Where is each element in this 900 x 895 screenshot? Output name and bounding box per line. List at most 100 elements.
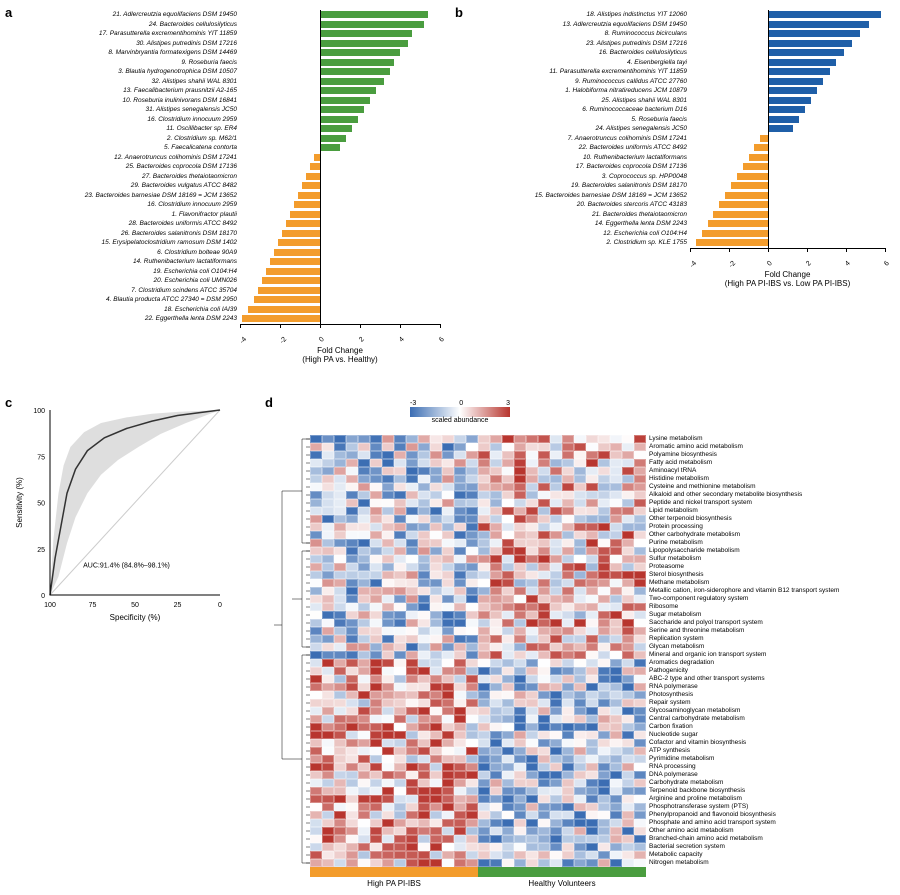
heatmap-cell (322, 603, 334, 611)
heatmap-cell (550, 787, 562, 795)
heatmap-cell (466, 811, 478, 819)
x-tick: -2 (728, 260, 737, 269)
heatmap-cell (502, 659, 514, 667)
heatmap-cell (310, 499, 322, 507)
heatmap-cell (514, 787, 526, 795)
heatmap-cell (502, 515, 514, 523)
heatmap-cell (394, 851, 406, 859)
heatmap-cell (490, 843, 502, 851)
heatmap-cell (382, 603, 394, 611)
heatmap-cell (634, 467, 646, 475)
heatmap-cell (502, 851, 514, 859)
heatmap-cell (358, 699, 370, 707)
heatmap-cell (478, 507, 490, 515)
heatmap-cell (610, 595, 622, 603)
heatmap-cell (454, 619, 466, 627)
heatmap-cell (478, 587, 490, 595)
bar-label: 7. Anaerotruncus colihominis DSM 17241 (460, 135, 690, 142)
heatmap-cell (346, 747, 358, 755)
bar-label: 31. Alistipes senegalensis JC50 (10, 106, 240, 113)
heatmap-cell (346, 715, 358, 723)
heatmap-cell (526, 667, 538, 675)
heatmap-cell (454, 491, 466, 499)
heatmap-cell (526, 747, 538, 755)
heatmap-row-label: Lipid metabolism (646, 507, 698, 515)
svg-text:75: 75 (89, 602, 97, 609)
heatmap-cell (610, 827, 622, 835)
bar-label: 9. Roseburia faecis (10, 59, 240, 66)
heatmap-cell (394, 547, 406, 555)
heatmap-cell (622, 707, 634, 715)
heatmap-cell (346, 771, 358, 779)
heatmap-cell (598, 707, 610, 715)
heatmap-cell (610, 723, 622, 731)
heatmap-cell (394, 555, 406, 563)
heatmap-cell (610, 787, 622, 795)
heatmap-cell (562, 515, 574, 523)
heatmap-cell (334, 747, 346, 755)
heatmap-cell (622, 619, 634, 627)
heatmap-cell (394, 635, 406, 643)
heatmap-cell (334, 659, 346, 667)
heatmap-cell (514, 667, 526, 675)
heatmap-cell (550, 731, 562, 739)
heatmap-cell (310, 667, 322, 675)
heatmap-cell (322, 699, 334, 707)
heatmap-cell (526, 811, 538, 819)
heatmap-cell (598, 483, 610, 491)
heatmap-cell (490, 483, 502, 491)
heatmap-cell (538, 451, 550, 459)
heatmap-cell (418, 499, 430, 507)
heatmap-cell (478, 747, 490, 755)
bar (320, 30, 412, 37)
heatmap-cell (574, 539, 586, 547)
bar (294, 201, 320, 208)
heatmap-row-label: RNA processing (646, 763, 696, 771)
heatmap-cell (370, 827, 382, 835)
heatmap-cell (406, 531, 418, 539)
heatmap-cell (562, 531, 574, 539)
heatmap-cell (322, 571, 334, 579)
heatmap-cell (598, 515, 610, 523)
heatmap-cell (454, 707, 466, 715)
heatmap-cell (394, 747, 406, 755)
bar-label: 8. Ruminococcus bicirculans (460, 30, 690, 37)
heatmap-panel: -303scaled abundanceLysine metabolismAro… (270, 400, 890, 880)
heatmap-cell (418, 483, 430, 491)
heatmap-cell (478, 619, 490, 627)
heatmap-cell (610, 755, 622, 763)
heatmap-cell (370, 707, 382, 715)
heatmap-cell (466, 459, 478, 467)
heatmap-cell (550, 435, 562, 443)
heatmap-cell (322, 731, 334, 739)
heatmap-cell (418, 859, 430, 867)
heatmap-cell (502, 499, 514, 507)
heatmap-cell (562, 667, 574, 675)
bar-label: 18. Alistipes indistinctus YIT 12060 (460, 11, 690, 18)
heatmap-cell (562, 635, 574, 643)
heatmap-cell (406, 435, 418, 443)
heatmap-cell (322, 739, 334, 747)
heatmap-cell (346, 603, 358, 611)
bar-label: 16. Bacteroides cellulosilyticus (460, 49, 690, 56)
heatmap-cell (490, 731, 502, 739)
heatmap-cell (406, 779, 418, 787)
heatmap-cell (586, 491, 598, 499)
heatmap-cell (394, 787, 406, 795)
heatmap-cell (418, 619, 430, 627)
heatmap-cell (634, 507, 646, 515)
heatmap-cell (586, 811, 598, 819)
heatmap-cell (478, 803, 490, 811)
heatmap-cell (562, 723, 574, 731)
heatmap-cell (562, 771, 574, 779)
svg-text:AUC:91.4% (84.8%–98.1%): AUC:91.4% (84.8%–98.1%) (83, 562, 170, 569)
heatmap-cell (478, 547, 490, 555)
heatmap-cell (442, 707, 454, 715)
heatmap-cell (406, 643, 418, 651)
heatmap-cell (430, 811, 442, 819)
heatmap-cell (490, 515, 502, 523)
heatmap-cell (622, 443, 634, 451)
heatmap-cell (454, 811, 466, 819)
heatmap-cell (442, 531, 454, 539)
heatmap-cell (466, 683, 478, 691)
